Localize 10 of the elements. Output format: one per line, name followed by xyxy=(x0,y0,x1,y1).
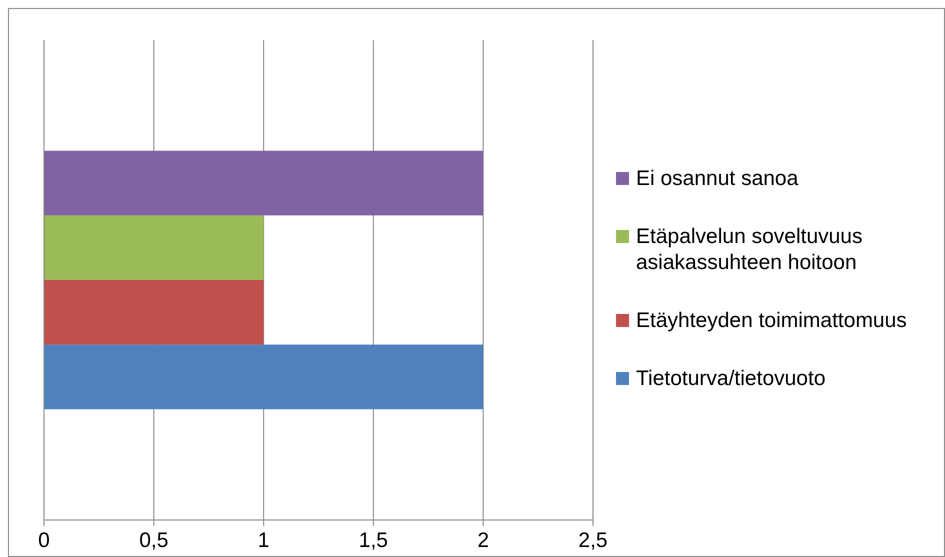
legend-label: Etäyhteyden toimimattomuus xyxy=(636,309,907,332)
x-tick-label: 0 xyxy=(38,529,50,552)
legend-label: Ei osannut sanoa xyxy=(636,167,799,190)
x-tick-label: 2,5 xyxy=(578,529,608,552)
x-tick-label: 0,5 xyxy=(139,529,168,552)
x-tick-label: 1,5 xyxy=(358,529,388,552)
x-tick-label: 2 xyxy=(477,529,490,552)
x-tick-label: 1 xyxy=(258,529,270,552)
legend-label: Tietoturva/tietovuoto xyxy=(636,367,826,390)
legend-label: Etäpalvelun soveltuvuus asiakassuhteen hoitoon xyxy=(636,225,862,274)
